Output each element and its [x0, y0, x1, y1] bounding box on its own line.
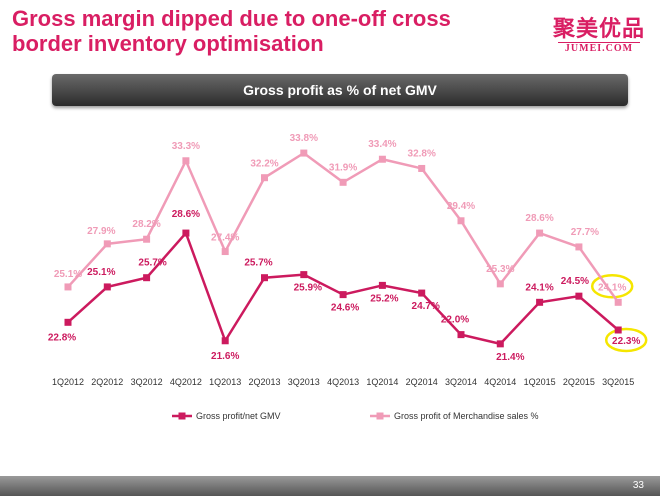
series-1-marker-3Q2014: [457, 217, 465, 225]
series-1-label-2Q2014: 32.8%: [408, 148, 436, 159]
slide-title-line1: Gross margin dipped due to one-off cross: [12, 6, 451, 31]
series-0-marker-1Q2012: [64, 318, 72, 326]
series-0-label-3Q2013: 25.9%: [294, 283, 322, 294]
series-0-label-3Q2014: 22.0%: [441, 315, 469, 326]
series-0-label-2Q2014: 24.7%: [412, 301, 440, 312]
highlight-circle-0: [604, 327, 648, 353]
series-1-label-4Q2013: 31.9%: [329, 162, 357, 173]
x-tick-label-3Q2012: 3Q2012: [131, 377, 163, 387]
x-tick-label-4Q2013: 4Q2013: [327, 377, 359, 387]
series-1-marker-3Q2015: [614, 298, 622, 306]
series-1-marker-4Q2014: [496, 280, 504, 288]
series-1-label-1Q2014: 33.4%: [368, 139, 396, 150]
x-tick-label-3Q2014: 3Q2014: [445, 377, 477, 387]
footer-bar: 33: [0, 476, 660, 496]
series-0-label-2Q2013: 25.7%: [244, 258, 272, 269]
series-0-marker-4Q2013: [339, 291, 347, 299]
x-tick-label-1Q2015: 1Q2015: [524, 377, 556, 387]
x-tick-label-2Q2013: 2Q2013: [248, 377, 280, 387]
series-1-label-3Q2012: 28.2%: [132, 219, 160, 230]
series-0-label-3Q2012: 25.7%: [138, 258, 166, 269]
series-1-marker-4Q2012: [182, 157, 190, 165]
x-tick-label-1Q2013: 1Q2013: [209, 377, 241, 387]
series-1-label-3Q2013: 33.8%: [290, 133, 318, 144]
series-1-label-3Q2015: 24.1%: [598, 282, 626, 293]
series-0-label-1Q2015: 24.1%: [525, 282, 553, 293]
series-0-label-4Q2012: 28.6%: [172, 209, 200, 220]
slide-title: Gross margin dipped due to one-off cross…: [12, 6, 512, 56]
series-0-marker-1Q2013: [221, 337, 229, 345]
x-tick-label-2Q2014: 2Q2014: [406, 377, 438, 387]
series-0-marker-2Q2015: [575, 292, 583, 300]
x-tick-label-2Q2012: 2Q2012: [91, 377, 123, 387]
chart-title-banner: Gross profit as % of net GMV: [52, 74, 628, 106]
series-0-label-2Q2012: 25.1%: [87, 267, 115, 278]
logo-english-text: JUMEI.COM: [558, 42, 640, 54]
series-0-marker-1Q2015: [536, 298, 544, 306]
series-0-marker-3Q2014: [457, 331, 465, 339]
series-0-marker-2Q2013: [261, 274, 268, 282]
jumei-logo: 聚美优品 JUMEI.COM: [550, 17, 648, 55]
series-0-marker-1Q2014: [378, 281, 386, 289]
legend-label-0: Gross profit/net GMV: [196, 411, 281, 421]
series-1-label-1Q2012: 25.1%: [54, 269, 82, 280]
series-0-label-1Q2013: 21.6%: [211, 351, 239, 362]
series-0-marker-3Q2015: [614, 326, 622, 334]
series-1-label-3Q2014: 29.4%: [447, 201, 475, 212]
series-1-marker-1Q2014: [378, 155, 386, 163]
series-0-marker-4Q2014: [496, 340, 504, 348]
series-1-label-2Q2015: 27.7%: [571, 227, 599, 238]
logo-chinese-text: 聚美优品: [552, 17, 645, 42]
series-0-label-1Q2012: 22.8%: [48, 332, 76, 343]
series-1-marker-2Q2014: [418, 164, 426, 172]
series-1-marker-1Q2012: [64, 283, 72, 291]
series-0-label-4Q2014: 21.4%: [496, 352, 524, 363]
series-0-marker-3Q2013: [300, 271, 308, 279]
series-0-label-4Q2013: 24.6%: [331, 303, 359, 314]
series-1-marker-2Q2012: [103, 240, 111, 248]
series-1-label-2Q2012: 27.9%: [87, 226, 115, 237]
page-number: 33: [632, 480, 644, 491]
series-1-label-2Q2013: 32.2%: [250, 159, 278, 170]
x-tick-label-4Q2012: 4Q2012: [170, 377, 202, 387]
series-1-marker-3Q2012: [143, 235, 151, 243]
highlight-circle-1: [590, 274, 634, 299]
series-1-marker-1Q2013: [221, 248, 229, 256]
series-1-marker-4Q2013: [339, 178, 347, 186]
series-1-label-1Q2013: 27.4%: [211, 233, 239, 244]
series-0-label-2Q2015: 24.5%: [561, 276, 589, 287]
series-0-label-3Q2015: 22.3%: [612, 336, 640, 347]
x-tick-label-3Q2013: 3Q2013: [288, 377, 320, 387]
series-1-marker-2Q2015: [575, 243, 583, 251]
series-0-label-1Q2014: 25.2%: [370, 293, 398, 304]
series-1-label-4Q2014: 25.3%: [486, 264, 514, 275]
series-0-marker-2Q2014: [418, 289, 426, 297]
legend-marker-1: [376, 412, 384, 420]
series-1-label-1Q2015: 28.6%: [525, 213, 553, 224]
x-tick-label-3Q2015: 3Q2015: [602, 377, 634, 387]
series-0-marker-2Q2012: [103, 283, 111, 291]
x-tick-label-1Q2012: 1Q2012: [52, 377, 84, 387]
series-0-marker-3Q2012: [143, 274, 151, 282]
legend-marker-0: [178, 412, 186, 420]
series-1-marker-1Q2015: [536, 229, 544, 237]
x-tick-label-2Q2015: 2Q2015: [563, 377, 595, 387]
series-1-marker-2Q2013: [261, 174, 268, 182]
legend-label-1: Gross profit of Merchandise sales %: [394, 411, 539, 421]
line-chart: 22.8% 25.1% 25.7% 28.6% 21.6% 25.7% 25.9% 24.6%…: [48, 133, 648, 421]
series-0-marker-4Q2012: [182, 229, 190, 237]
series-1-marker-3Q2013: [300, 149, 308, 157]
slide-title-line2: border inventory optimisation: [12, 31, 324, 56]
x-tick-label-1Q2014: 1Q2014: [366, 377, 398, 387]
series-1-label-4Q2012: 33.3%: [172, 141, 200, 152]
x-tick-label-4Q2014: 4Q2014: [484, 377, 516, 387]
